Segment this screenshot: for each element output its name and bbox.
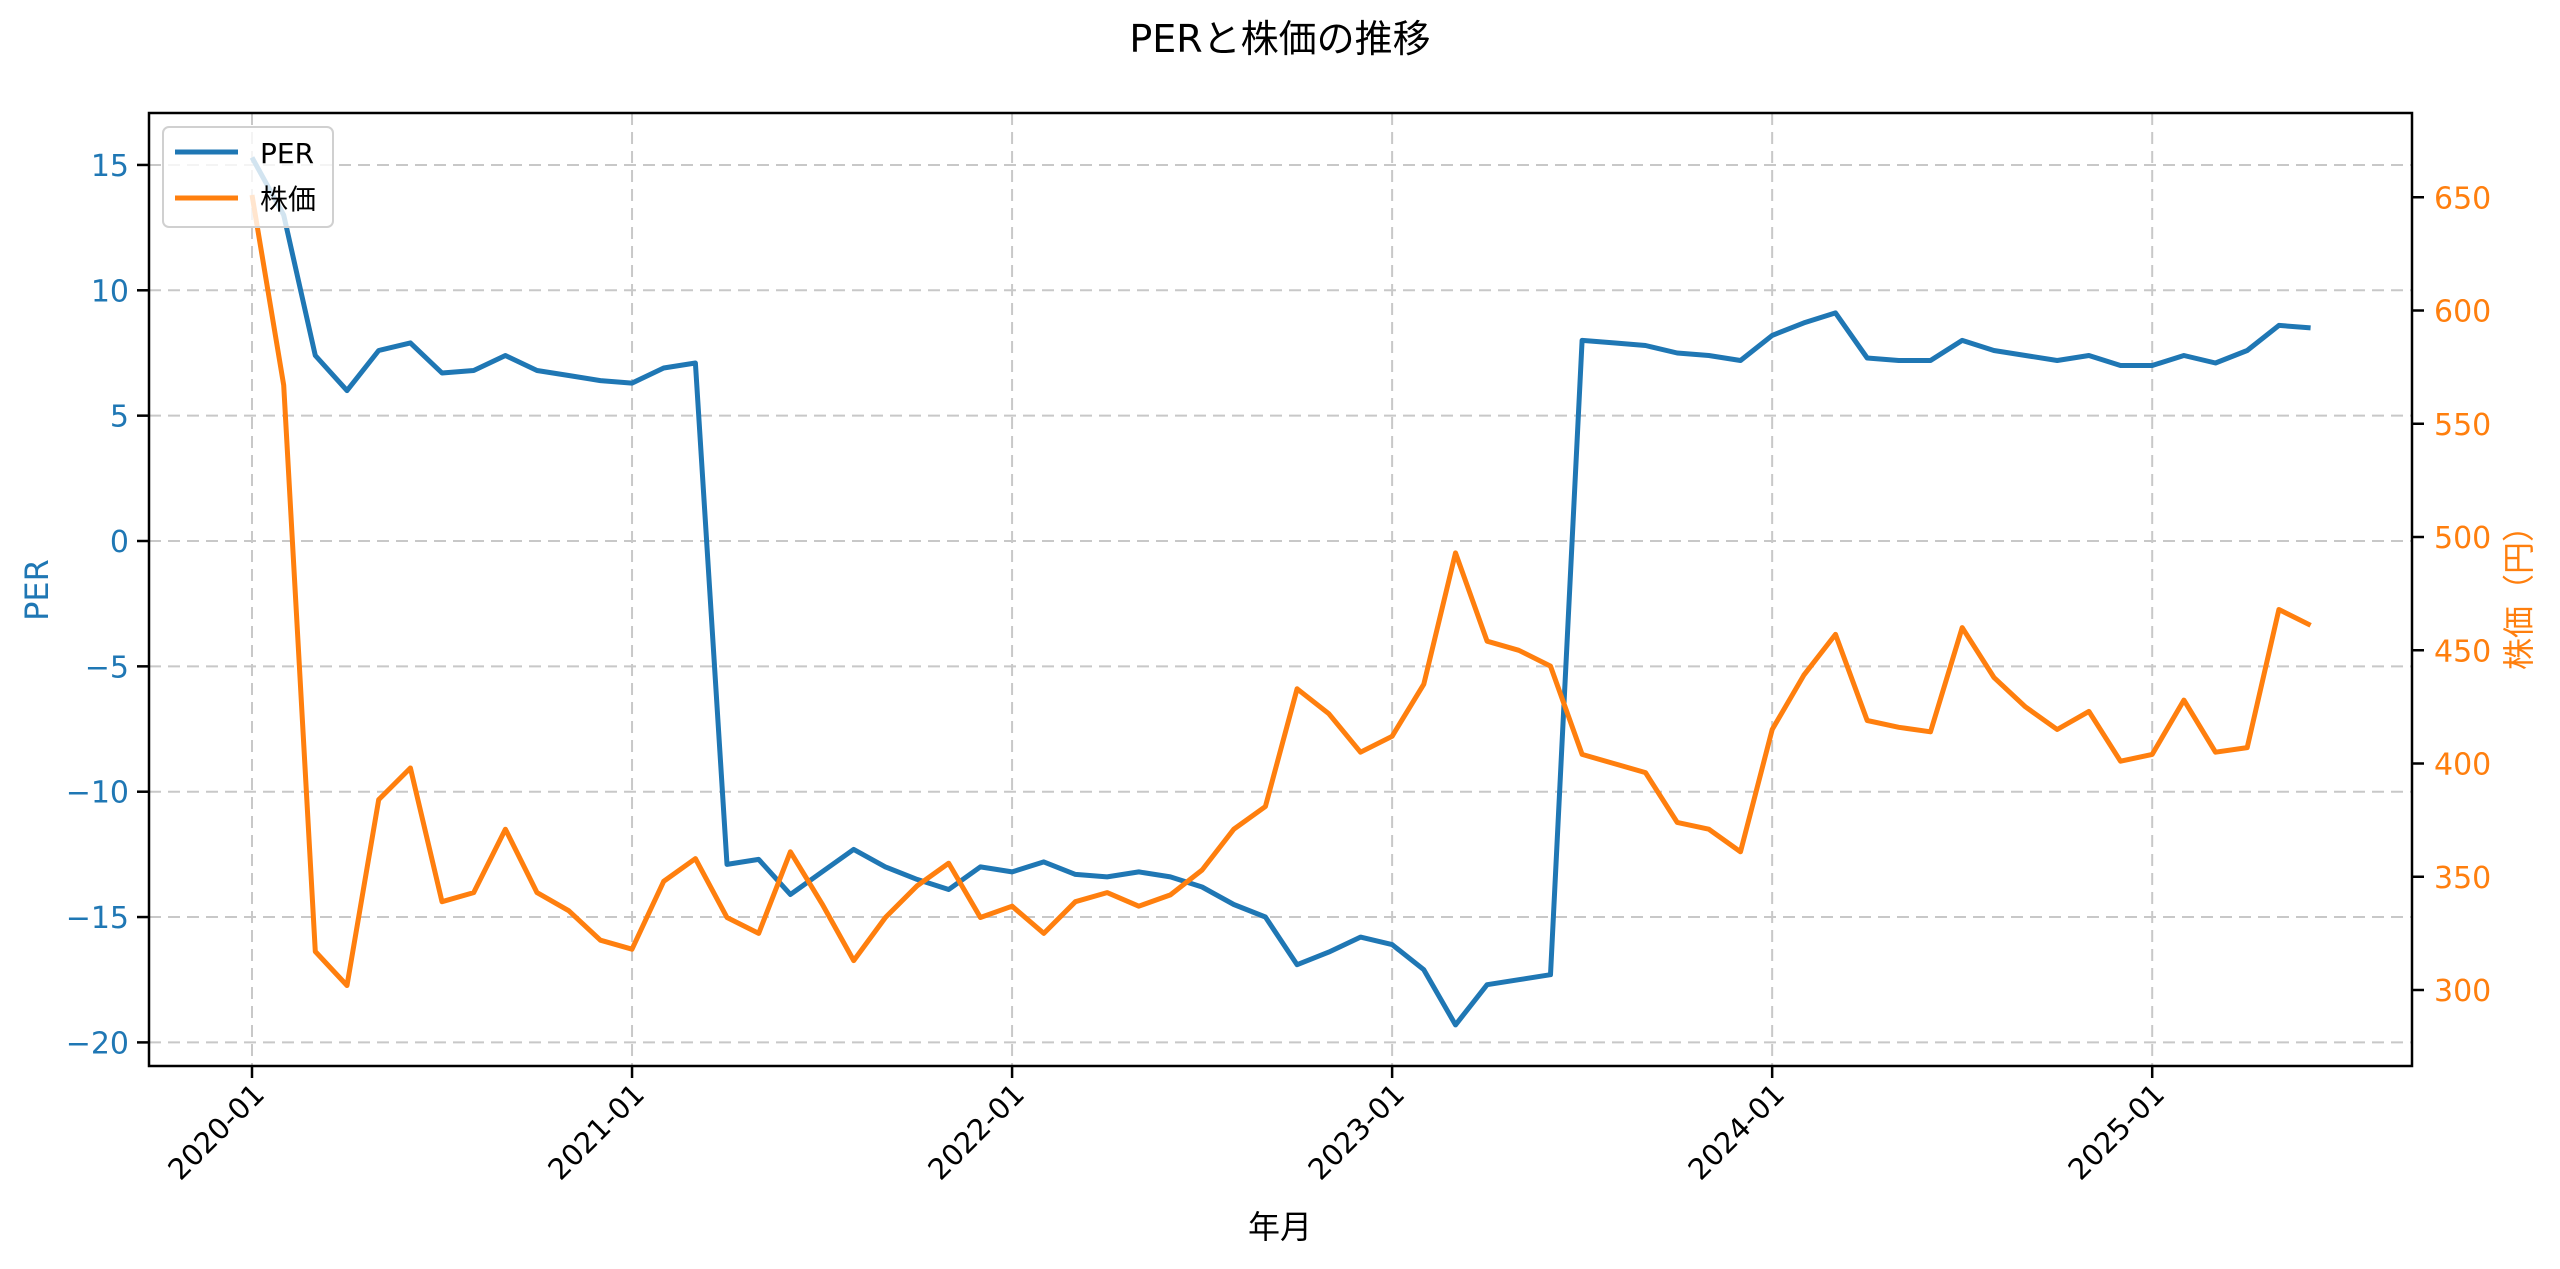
y-tick-label-right: 350 xyxy=(2434,861,2491,896)
right-y-axis: 650 600 550 500 450 400 350 300 xyxy=(2412,181,2491,1009)
x-axis: 2020-01 2021-01 2022-01 2023-01 2024-01 2025-… xyxy=(161,1066,2171,1187)
y-tick-label-left: −10 xyxy=(66,776,129,811)
x-tick-label: 2021-01 xyxy=(541,1077,651,1187)
left-y-axis: 15 10 5 0 −5 −10 −15 −20 xyxy=(66,149,149,1061)
y-tick-label-left: 0 xyxy=(110,525,129,560)
y-tick-label-right: 600 xyxy=(2434,295,2491,330)
y-tick-label-right: 650 xyxy=(2434,181,2491,216)
y-tick-label-left: −5 xyxy=(85,650,129,685)
y-tick-label-left: 15 xyxy=(91,149,129,184)
y-axis-label-left: PER xyxy=(18,559,56,621)
y-tick-label-left: 10 xyxy=(91,274,129,309)
series-layer xyxy=(249,156,2312,1028)
y-tick-label-right: 500 xyxy=(2434,521,2491,556)
x-axis-label: 年月 xyxy=(1248,1208,1312,1246)
y-tick-label-left: 5 xyxy=(110,400,129,435)
plot-frame xyxy=(147,111,2414,1068)
y-tick-label-right: 400 xyxy=(2434,748,2491,783)
y-axis-label-right: 株価（円） xyxy=(2500,510,2538,670)
x-tick-label: 2023-01 xyxy=(1301,1077,1411,1187)
chart-title: PERと株価の推移 xyxy=(1129,17,1430,61)
y-tick-label-right: 300 xyxy=(2434,974,2491,1009)
x-tick-label: 2020-01 xyxy=(161,1077,271,1187)
per-line xyxy=(249,156,2311,1028)
x-tick-label: 2025-01 xyxy=(2061,1077,2171,1187)
y-tick-label-left: −15 xyxy=(66,901,129,936)
grid-lines xyxy=(149,113,2412,1066)
legend-label-per: PER xyxy=(260,137,314,170)
x-tick-label: 2022-01 xyxy=(921,1077,1031,1187)
y-tick-label-right: 550 xyxy=(2434,408,2491,443)
y-tick-label-right: 450 xyxy=(2434,634,2491,669)
y-tick-label-left: −20 xyxy=(66,1026,129,1061)
price-line xyxy=(249,194,2312,988)
legend-label-price: 株価 xyxy=(260,183,316,216)
legend: PER 株価 xyxy=(162,126,334,228)
x-tick-label: 2024-01 xyxy=(1681,1077,1791,1187)
